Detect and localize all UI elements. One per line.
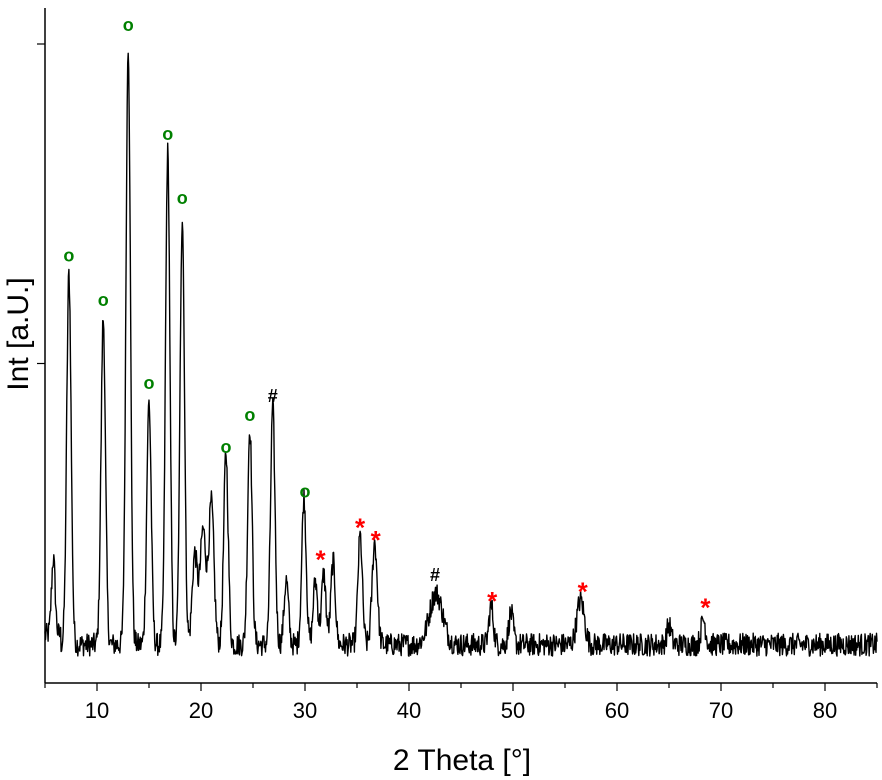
x-tick-label: 50 (501, 698, 525, 723)
peak-marker-o: o (220, 437, 231, 457)
peak-marker-o: o (123, 15, 134, 35)
x-tick-label: 40 (397, 698, 421, 723)
peak-marker-star: * (700, 592, 711, 622)
peak-marker-o: o (98, 290, 109, 310)
x-tick-label: 80 (813, 698, 837, 723)
x-tick-label: 70 (709, 698, 733, 723)
x-tick-label: 10 (85, 698, 109, 723)
y-axis-title: Int [a.U.] (2, 277, 35, 390)
peak-marker-star: * (578, 576, 589, 606)
peak-marker-o: o (177, 188, 188, 208)
peak-marker-star: * (355, 512, 366, 542)
x-axis-title: 2 Theta [°] (393, 744, 531, 777)
peak-marker-o: o (162, 124, 173, 144)
axes-group: 10 20 30 40 50 60 70 80 (37, 8, 878, 723)
plot-line-group (44, 52, 878, 657)
peak-marker-star: * (487, 586, 498, 616)
x-tick-label: 30 (293, 698, 317, 723)
diffraction-pattern-line (44, 52, 878, 657)
peak-marker-o: o (300, 482, 311, 502)
peak-marker-star: * (371, 525, 382, 555)
peak-marker-star: * (316, 544, 327, 574)
peak-marker-hash: # (430, 565, 440, 585)
peak-marker-o: o (144, 373, 155, 393)
peak-marker-o: o (244, 405, 255, 425)
x-tick-label: 20 (189, 698, 213, 723)
peak-marker-hash: # (268, 386, 278, 406)
peak-marker-o: o (63, 245, 74, 265)
x-tick-label: 60 (605, 698, 629, 723)
